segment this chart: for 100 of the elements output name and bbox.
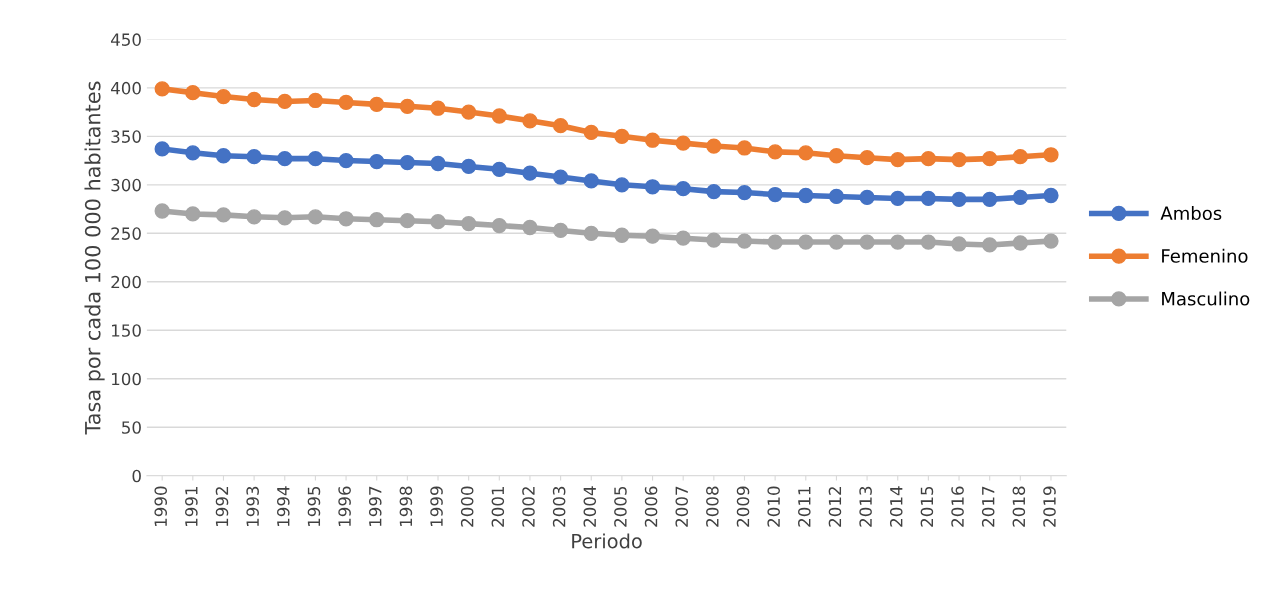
point [369, 212, 385, 228]
point [951, 191, 967, 208]
x-tick-label: 2002 [522, 487, 535, 527]
x-tick-label: 2000 [460, 486, 474, 527]
point [338, 94, 354, 111]
point [675, 181, 691, 197]
point [675, 230, 691, 246]
x-tick-label: 2009 [736, 486, 750, 527]
x-tick-label: 1999 [430, 486, 443, 527]
legend-label: Femenino [1162, 248, 1248, 263]
x-tick-label: 1991 [185, 486, 198, 527]
x-tick-label: 2014 [889, 486, 903, 527]
point [215, 88, 232, 105]
x-tick-label: 1990 [154, 486, 168, 527]
point [583, 124, 599, 141]
point [890, 234, 906, 250]
point [644, 179, 661, 195]
point [644, 228, 661, 244]
point [859, 234, 875, 250]
point [246, 149, 262, 165]
point [890, 151, 906, 168]
point [154, 81, 170, 97]
point [982, 237, 998, 253]
point [767, 186, 783, 203]
x-tick-label: 2004 [583, 486, 597, 527]
point [307, 92, 324, 109]
point [614, 227, 630, 243]
point [277, 151, 293, 167]
x-tick-label: 2010 [767, 486, 780, 527]
point [828, 234, 845, 250]
y-tick-label: 250 [111, 227, 141, 240]
point [430, 155, 446, 172]
x-tick-label: 1996 [338, 486, 351, 527]
point [706, 232, 722, 248]
point [982, 151, 998, 167]
point [430, 100, 446, 116]
point [951, 236, 967, 252]
point [185, 85, 201, 101]
point [920, 234, 937, 250]
point [859, 189, 875, 206]
point [798, 234, 814, 250]
y-axis-title: Tasa por cada 100 000 habitantes [84, 81, 105, 435]
point [951, 151, 967, 168]
x-tick-label: 1993 [246, 486, 259, 527]
point [767, 234, 783, 250]
y-tick-label: 300 [111, 178, 141, 192]
point [552, 118, 569, 134]
point [583, 225, 599, 241]
point [798, 145, 814, 161]
y-tick-label: 400 [111, 81, 141, 95]
point [920, 190, 937, 207]
point [246, 91, 262, 108]
point [736, 184, 753, 201]
x-axis-title: Periodo [572, 533, 642, 549]
point [185, 145, 201, 161]
point [736, 233, 753, 249]
x-tick-label: 2007 [675, 486, 689, 527]
point [307, 151, 324, 167]
point [828, 188, 845, 205]
point [399, 154, 416, 171]
x-tick-label: 2001 [491, 486, 505, 527]
x-tick-label: 1995 [307, 486, 321, 527]
point [522, 219, 538, 236]
point [982, 191, 998, 208]
point [338, 211, 354, 227]
point [706, 138, 722, 154]
x-tick-label: 2006 [644, 486, 658, 527]
point [461, 104, 477, 120]
y-tick-label: 150 [112, 324, 141, 337]
point [399, 213, 416, 229]
point [185, 206, 201, 222]
point [154, 203, 170, 219]
point [399, 98, 416, 114]
point [1012, 235, 1028, 251]
point [461, 158, 477, 175]
point [1043, 147, 1059, 163]
point [583, 173, 599, 189]
y-tick-label: 100 [112, 372, 141, 386]
point [369, 96, 385, 112]
y-tick-label: 450 [111, 33, 141, 46]
point [890, 190, 906, 207]
point [491, 161, 507, 177]
point [859, 150, 875, 166]
x-tick-label: 2008 [706, 486, 719, 527]
y-tick-label: 50 [122, 421, 141, 434]
y-tick-label: 200 [111, 275, 141, 289]
x-tick-label: 2003 [552, 486, 566, 527]
legend-label: Masculino [1162, 291, 1250, 306]
x-tick-label: 1992 [215, 487, 229, 527]
point [338, 152, 354, 169]
legend-label: Ambos [1160, 206, 1222, 221]
point [1012, 149, 1028, 165]
x-tick-label: 2013 [859, 486, 872, 527]
point [307, 209, 324, 225]
point [767, 144, 783, 160]
x-tick-label: 2012 [828, 487, 842, 527]
point [430, 214, 446, 230]
point [215, 207, 232, 223]
y-tick-label: 0 [132, 469, 141, 483]
x-tick-label: 2018 [1012, 486, 1026, 527]
